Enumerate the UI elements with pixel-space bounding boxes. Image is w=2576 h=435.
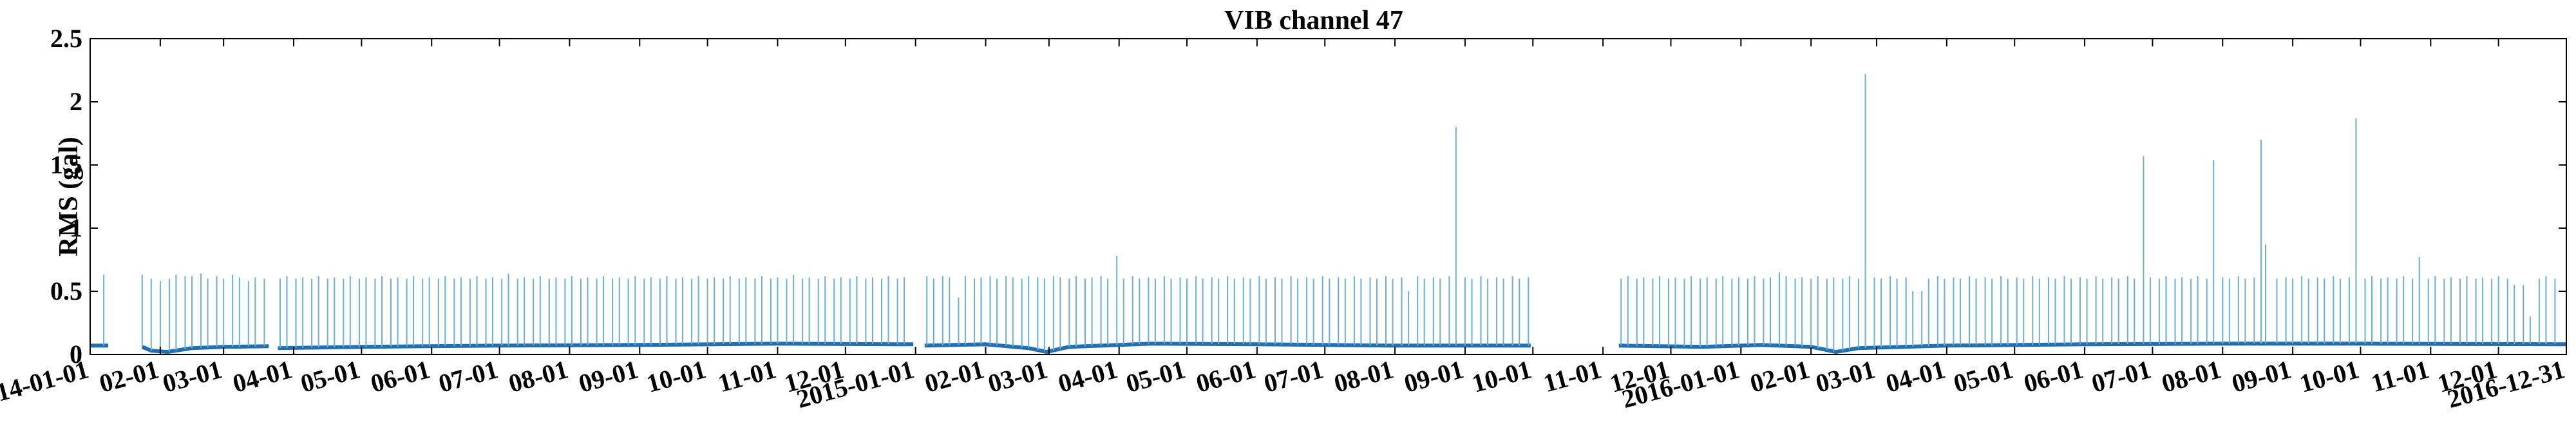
x-tick-label: 08-01 — [506, 354, 571, 398]
spike-series — [103, 73, 2556, 352]
x-tick-label: 04-01 — [1882, 354, 1948, 398]
x-tick-label: 10-01 — [643, 354, 709, 398]
y-tick-label: 0 — [70, 340, 82, 369]
y-axis-ticks: 0 0.5 1 1.5 2 2.5 — [50, 24, 2566, 369]
x-tick-label: 07-01 — [1261, 354, 1327, 398]
y-tick-label: 1.5 — [50, 150, 82, 179]
x-tick-label: 06-01 — [368, 354, 433, 398]
x-tick-label: 04-01 — [230, 354, 296, 398]
y-axis-title: RMS (gal) — [54, 137, 84, 256]
x-tick-label: 09-01 — [1401, 354, 1466, 398]
x-tick-label: 09-01 — [2229, 354, 2295, 398]
x-tick-label: 2014-01-01 — [0, 354, 91, 414]
x-tick-label: 08-01 — [2159, 354, 2224, 398]
x-tick-label: 02-01 — [1747, 354, 1813, 398]
x-tick-label: 02-01 — [922, 354, 987, 398]
x-tick-label: 10-01 — [1469, 354, 1535, 398]
x-tick-label: 10-01 — [2297, 354, 2362, 398]
y-tick-label: 1 — [70, 213, 82, 242]
x-tick-label: 04-01 — [1055, 354, 1121, 398]
chart-title: VIB channel 47 — [1224, 6, 1403, 35]
x-tick-label: 06-01 — [2021, 354, 2087, 398]
baseline-segment — [1618, 342, 2567, 354]
y-tick-label: 2.5 — [50, 24, 82, 53]
plot-frame — [90, 38, 2567, 355]
x-tick-label: 05-01 — [1123, 354, 1189, 398]
baseline-segment — [141, 344, 269, 354]
baseline-segment — [278, 342, 914, 351]
x-tick-label: 03-01 — [1813, 354, 1879, 398]
x-tick-label: 09-01 — [576, 354, 641, 398]
x-tick-label: 06-01 — [1193, 354, 1258, 398]
x-tick-label: 03-01 — [985, 354, 1050, 398]
x-tick-label: 02-01 — [96, 354, 162, 398]
x-tick-label: 07-01 — [2088, 354, 2154, 398]
x-tick-label: 07-01 — [435, 354, 501, 398]
x-tick-label: 11-01 — [715, 354, 779, 398]
y-tick-label: 0.5 — [50, 276, 82, 305]
y-tick-label: 2 — [70, 87, 82, 116]
x-tick-label: 11-01 — [1540, 354, 1605, 398]
x-tick-label: 03-01 — [160, 354, 225, 398]
x-tick-label: 11-01 — [2368, 354, 2432, 398]
x-tick-label: 05-01 — [1951, 354, 2016, 398]
x-tick-label: 08-01 — [1331, 354, 1397, 398]
x-tick-label: 05-01 — [298, 354, 363, 398]
